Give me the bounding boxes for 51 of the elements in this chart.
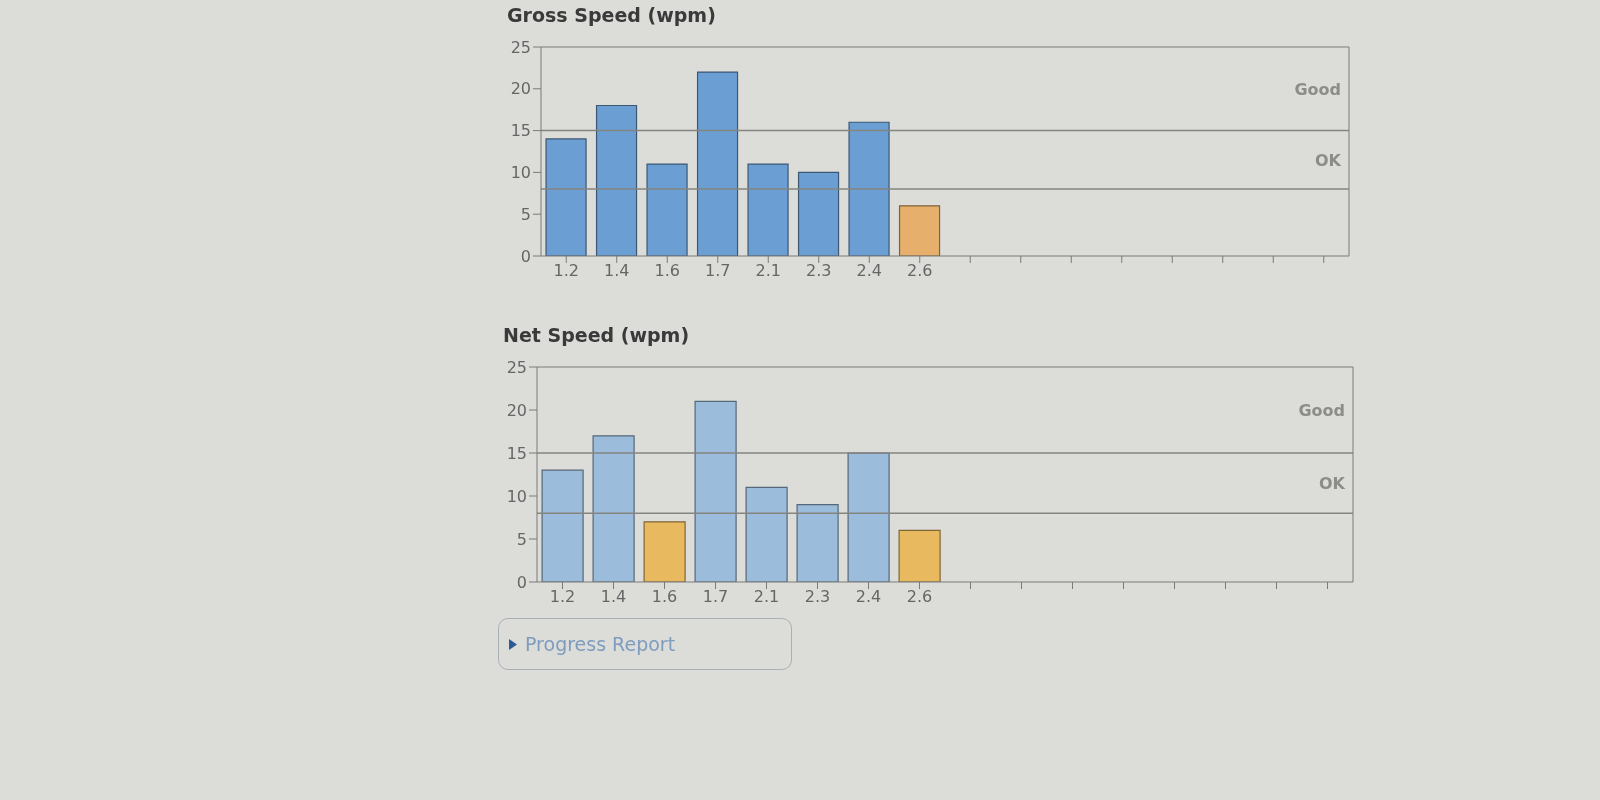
- bar: [796, 504, 839, 582]
- x-tick-label: 2.4: [856, 261, 882, 281]
- y-tick-label: 5: [520, 204, 531, 224]
- chart-title: Gross Speed (wpm): [507, 4, 716, 26]
- y-tick-label: 20: [510, 79, 531, 99]
- bar: [696, 71, 739, 256]
- bar: [595, 104, 638, 256]
- bar: [898, 205, 941, 256]
- bar: [747, 163, 789, 256]
- x-tick-label: 2.1: [755, 261, 781, 281]
- x-tick-label: 1.2: [553, 261, 579, 281]
- y-tick-label: 0: [520, 246, 531, 266]
- x-tick-label: 2.1: [753, 587, 780, 607]
- x-tick-label: 1.7: [705, 261, 731, 281]
- x-tick-label: 2.6: [907, 261, 933, 281]
- x-tick-label: 2.4: [855, 587, 882, 607]
- y-tick-label: 25: [506, 357, 527, 377]
- bar: [797, 171, 840, 256]
- y-tick-label: 5: [516, 529, 527, 549]
- ref-line-label: OK: [1315, 150, 1342, 170]
- ref-line-label: Good: [1298, 400, 1345, 420]
- bar: [898, 529, 941, 582]
- y-tick-label: 0: [516, 572, 527, 592]
- y-tick-label: 10: [510, 163, 531, 183]
- x-tick-label: 1.4: [604, 261, 630, 281]
- x-tick-label: 1.2: [549, 587, 576, 607]
- x-tick-label: 1.6: [654, 261, 680, 281]
- bar: [694, 400, 737, 582]
- y-tick-label: 25: [510, 37, 531, 57]
- bar: [643, 521, 686, 582]
- bar: [848, 121, 890, 256]
- y-tick-label: 15: [510, 121, 531, 141]
- x-tick-label: 1.6: [651, 587, 678, 607]
- chart-title: Net Speed (wpm): [503, 324, 690, 346]
- bar: [545, 138, 587, 256]
- ref-line-label: OK: [1319, 473, 1346, 493]
- bar: [646, 163, 688, 256]
- ref-line-label: Good: [1294, 79, 1341, 99]
- button: Progress Report: [498, 618, 792, 670]
- x-tick-label: 1.4: [600, 587, 627, 607]
- y-tick-label: 10: [506, 486, 527, 506]
- bar: [541, 469, 584, 582]
- x-tick-label: 1.7: [702, 587, 729, 607]
- bar: [745, 486, 788, 582]
- bar: [592, 435, 635, 582]
- y-tick-label: 20: [506, 400, 527, 420]
- x-tick-label: 2.3: [806, 261, 832, 281]
- bar: [847, 452, 890, 582]
- x-tick-label: 2.3: [804, 587, 831, 607]
- x-tick-label: 2.6: [906, 587, 933, 607]
- y-tick-label: 15: [506, 443, 527, 463]
